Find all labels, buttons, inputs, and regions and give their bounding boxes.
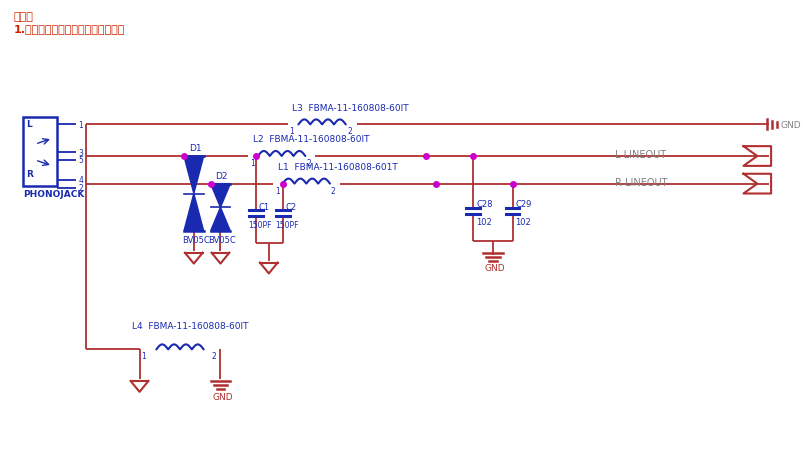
Polygon shape <box>210 184 230 208</box>
Bar <box>23 117 56 186</box>
Text: C2: C2 <box>285 203 296 212</box>
Text: L: L <box>26 120 32 129</box>
Text: 2: 2 <box>78 184 83 193</box>
Text: 1: 1 <box>275 186 279 195</box>
Text: 102: 102 <box>515 218 531 226</box>
Text: 150PF: 150PF <box>275 220 298 230</box>
Text: L3  FBMA-11-160808-60IT: L3 FBMA-11-160808-60IT <box>292 103 409 113</box>
Text: 2: 2 <box>331 186 336 195</box>
Text: D1: D1 <box>189 144 202 153</box>
Text: BV05C: BV05C <box>208 236 236 244</box>
Text: 1: 1 <box>78 121 83 130</box>
Text: 2: 2 <box>348 127 352 136</box>
Text: C28: C28 <box>475 200 492 209</box>
Text: C29: C29 <box>515 200 532 209</box>
Text: L2  FBMA-11-160808-60IT: L2 FBMA-11-160808-60IT <box>253 135 369 144</box>
Text: L4  FBMA-11-160808-60IT: L4 FBMA-11-160808-60IT <box>132 321 248 330</box>
Text: 1.磁珠和电容可根据测试结果来调整: 1.磁珠和电容可根据测试结果来调整 <box>13 24 124 34</box>
Text: 备注：: 备注： <box>13 12 33 22</box>
Text: GND: GND <box>780 121 801 130</box>
Text: 2: 2 <box>211 351 216 361</box>
Text: L LINEOUT: L LINEOUT <box>614 150 666 160</box>
Text: 1: 1 <box>141 351 146 361</box>
Text: 5: 5 <box>78 156 84 165</box>
Text: 4: 4 <box>78 176 84 185</box>
Text: 1: 1 <box>289 127 294 136</box>
Polygon shape <box>184 156 203 194</box>
Text: 1: 1 <box>250 158 255 168</box>
Text: C1: C1 <box>259 203 270 212</box>
Text: 3: 3 <box>78 148 84 157</box>
Text: R: R <box>26 169 33 178</box>
Text: D2: D2 <box>215 171 228 180</box>
Text: GND: GND <box>212 392 233 401</box>
Text: PHONOJACK: PHONOJACK <box>23 190 84 199</box>
Text: L1  FBMA-11-160808-601T: L1 FBMA-11-160808-601T <box>277 163 397 171</box>
Polygon shape <box>184 194 203 232</box>
Text: 102: 102 <box>475 218 491 226</box>
Text: 150PF: 150PF <box>248 220 271 230</box>
Text: GND: GND <box>484 264 505 273</box>
Polygon shape <box>210 208 230 232</box>
Text: 2: 2 <box>306 158 311 168</box>
Text: R LINEOUT: R LINEOUT <box>614 177 666 187</box>
Text: BV05C: BV05C <box>181 236 210 244</box>
